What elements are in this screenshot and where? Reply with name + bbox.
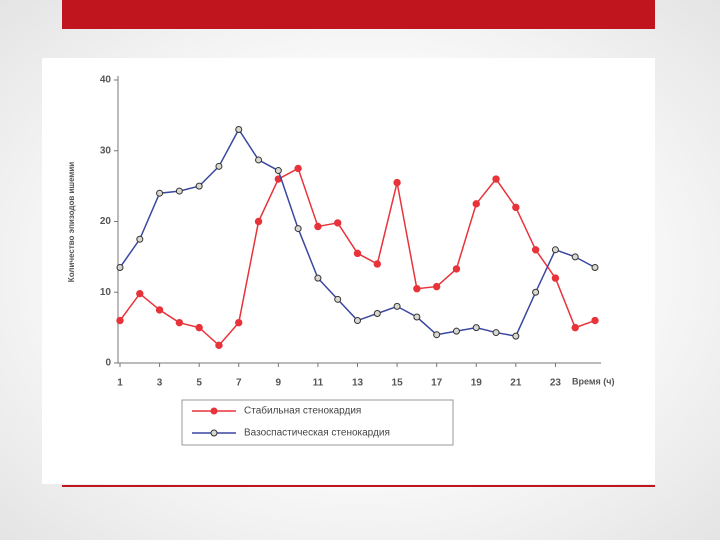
x-tick-label: 23 [550,378,562,389]
data-point [156,189,164,197]
data-point [274,167,282,175]
legend-marker [210,407,218,415]
data-point [314,222,322,231]
data-point [116,316,124,325]
data-point [314,274,322,282]
x-tick-label: 15 [392,378,404,389]
x-tick-label: 17 [431,378,443,389]
data-point [235,318,243,327]
legend-label: Стабильная стенокардия [244,405,361,417]
x-tick-label: 1 [117,378,123,389]
data-point [175,187,183,195]
data-point [254,217,263,226]
x-tick-label: 21 [510,378,522,389]
data-point [532,288,540,296]
data-point [354,317,361,325]
data-point [353,249,362,258]
data-point [512,332,520,340]
data-point [334,219,342,227]
x-tick-label: 19 [471,378,483,389]
data-point [393,302,401,310]
data-point [551,274,560,282]
data-point [472,324,480,332]
data-point [235,126,243,134]
data-point [512,203,520,212]
data-point [373,309,381,317]
legend [181,399,454,446]
data-point [452,265,461,273]
y-tick-label: 30 [100,145,112,156]
y-tick-label: 20 [100,216,112,227]
data-point [571,253,579,261]
data-point [195,182,203,190]
data-point [255,156,263,164]
x-tick-label: 5 [196,378,202,389]
legend-marker [210,429,218,437]
data-point [432,282,441,291]
data-point [294,225,302,233]
data-point [492,329,500,337]
data-point [116,263,124,271]
x-tick-label: 11 [313,378,324,389]
data-point [452,327,460,335]
data-point [571,323,579,332]
data-point [136,289,144,298]
data-point [373,260,381,268]
x-tick-label: 7 [236,378,242,389]
x-tick-label: 3 [157,378,163,389]
data-point [591,263,599,271]
data-point [136,235,144,243]
footer-line [62,485,655,487]
x-tick-label: 9 [276,378,282,389]
data-point [393,178,401,187]
data-point [591,316,599,325]
y-tick-label: 0 [105,358,111,369]
data-point [531,246,540,254]
header-bar [62,0,655,29]
data-point [413,313,421,321]
y-tick-label: 10 [100,287,112,298]
data-point [551,246,559,254]
data-point [195,323,203,332]
data-point [175,318,184,327]
x-tick-label: 13 [352,378,364,389]
data-point [215,341,223,350]
data-point [492,175,500,183]
data-point [155,306,164,314]
x-axis-label: Время (ч) [572,376,615,386]
data-point [334,295,342,303]
data-point [433,331,441,339]
data-point [472,200,480,208]
data-point [413,285,421,293]
legend-label: Вазоспастическая стенокардия [244,428,390,439]
y-axis-label: Количество эпизодов ишемии [67,162,76,282]
data-point [215,162,223,170]
y-tick-label: 40 [100,75,112,86]
data-point [294,164,302,173]
